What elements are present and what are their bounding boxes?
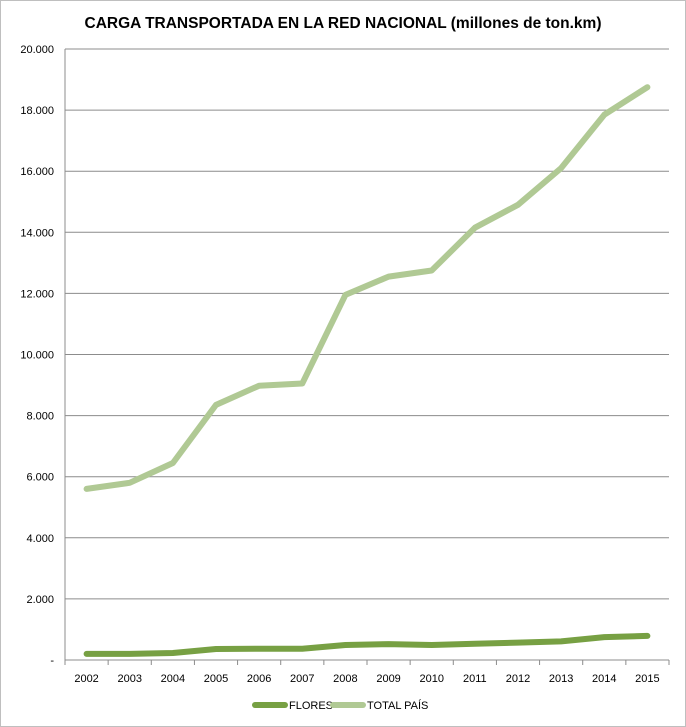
x-tick-label: 2011 <box>463 673 487 685</box>
data-point <box>474 643 475 644</box>
data-point <box>129 482 130 483</box>
x-tick-label: 2007 <box>290 673 314 685</box>
y-tick-label: 20.000 <box>20 44 54 56</box>
data-point <box>302 383 303 384</box>
data-point <box>259 648 260 649</box>
data-point <box>431 645 432 646</box>
x-tick-label: 2004 <box>161 673 185 685</box>
data-point <box>259 385 260 386</box>
data-point <box>86 653 87 654</box>
data-point <box>518 204 519 205</box>
x-tick-label: 2003 <box>117 673 141 685</box>
x-tick-label: 2009 <box>376 673 400 685</box>
x-tick-label: 2013 <box>549 673 573 685</box>
y-tick-label: 16.000 <box>20 166 54 178</box>
data-point <box>345 294 346 295</box>
x-axis-tick-labels: 2002 2003 2004 2005 2006 2007 2008 2009 2010 2011… <box>74 673 659 685</box>
data-point <box>474 227 475 228</box>
y-tick-label: 8.000 <box>26 411 54 423</box>
data-point <box>345 645 346 646</box>
data-point <box>172 462 173 463</box>
y-tick-label: 14.000 <box>20 227 54 239</box>
gridlines <box>65 48 669 600</box>
data-point <box>388 276 389 277</box>
data-point <box>647 635 648 636</box>
series-lines <box>83 84 651 657</box>
x-tick-label: 2010 <box>419 673 443 685</box>
data-point <box>172 652 173 653</box>
x-tick-label: 2002 <box>74 673 98 685</box>
x-tick-label: 2006 <box>247 673 271 685</box>
data-point <box>302 648 303 649</box>
chart-title: CARGA TRANSPORTADA EN LA RED NACIONAL (m… <box>85 15 602 32</box>
x-tick-label: 2015 <box>635 673 659 685</box>
x-tick-label: 2008 <box>333 673 357 685</box>
data-point <box>561 168 562 169</box>
data-point <box>561 641 562 642</box>
x-tick-label: 2012 <box>506 673 530 685</box>
data-point <box>216 649 217 650</box>
data-point <box>518 642 519 643</box>
legend: FLORES TOTAL PAÍS <box>252 699 428 712</box>
data-point <box>604 637 605 638</box>
y-tick-label: 18.000 <box>20 105 54 117</box>
data-point <box>129 653 130 654</box>
data-point <box>216 404 217 405</box>
y-axis-tick-labels: - 2.000 4.000 6.000 8.000 10.000 12.000 14.000 1… <box>20 44 54 667</box>
data-point <box>388 644 389 645</box>
legend-label: TOTAL PAÍS <box>367 699 428 712</box>
y-tick-label: 4.000 <box>26 533 54 545</box>
data-point <box>431 270 432 271</box>
y-tick-label: 6.000 <box>26 472 54 484</box>
data-point <box>604 114 605 115</box>
y-tick-label: - <box>50 655 54 667</box>
x-tick-label: 2005 <box>204 673 228 685</box>
y-tick-label: 10.000 <box>20 350 54 362</box>
axes <box>64 49 670 665</box>
legend-label: FLORES <box>289 700 333 712</box>
series-line-flores <box>83 632 651 657</box>
data-point <box>647 87 648 88</box>
series-line-total-pais <box>83 84 651 492</box>
y-tick-label: 12.000 <box>20 288 54 300</box>
data-point <box>86 488 87 489</box>
y-tick-label: 2.000 <box>26 594 54 606</box>
x-tick-label: 2014 <box>592 673 616 685</box>
